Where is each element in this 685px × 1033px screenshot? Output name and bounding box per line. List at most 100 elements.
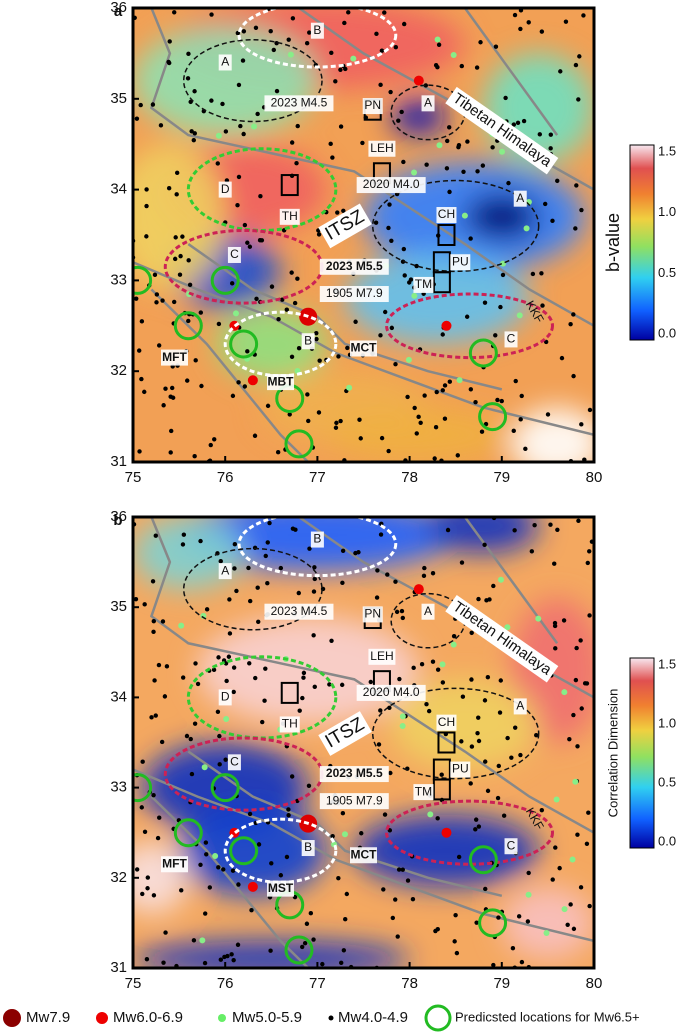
earthquake-dot: [422, 565, 427, 571]
earthquake-dot: [153, 713, 158, 718]
earthquake-dot: [387, 828, 393, 833]
earthquake-dot: [587, 903, 592, 909]
annotation: TM: [415, 277, 432, 291]
earthquake-dot: [216, 321, 222, 327]
earthquake-dot: [314, 336, 319, 342]
x-tick-label: 78: [401, 975, 418, 992]
earthquake-dot: [208, 442, 213, 448]
earthquake-dot: [203, 911, 208, 916]
earthquake-dot: [229, 952, 234, 957]
earthquake-dot: [150, 579, 156, 584]
earthquake-dot: [440, 680, 446, 685]
earthquake-dot: [236, 174, 242, 180]
earthquake-dot: [218, 559, 223, 564]
earthquake-dot: [402, 21, 407, 27]
earthquake-dot: [379, 435, 385, 441]
earthquake-dot: [423, 83, 429, 88]
earthquake-dot: [505, 735, 510, 741]
label-box: [362, 98, 383, 115]
earthquake-dot: [221, 867, 226, 872]
earthquake-dot: [343, 917, 348, 922]
earthquake-dot: [439, 772, 444, 777]
earthquake-dot: [289, 270, 294, 275]
annotation: B: [304, 333, 312, 347]
earthquake-dot: [476, 596, 481, 602]
earthquake-dot: [396, 867, 402, 872]
earthquake-dot: [198, 310, 204, 315]
earthquake-dot: [432, 456, 437, 461]
earthquake-dot: [178, 253, 183, 259]
earthquake-dot: [433, 425, 439, 430]
annotation: A: [424, 96, 432, 110]
y-tick-label: 33: [110, 271, 127, 288]
earthquake-dot: [412, 405, 417, 411]
earthquake-dot: [254, 296, 259, 302]
earthquake-dot-m5: [561, 906, 568, 913]
earthquake-dot: [346, 10, 351, 15]
earthquake-dot: [375, 568, 380, 573]
earthquake-dot: [226, 654, 232, 659]
predicted-location: [173, 818, 203, 848]
annotation: MCT: [351, 341, 378, 355]
earthquake-dot: [476, 715, 481, 720]
earthquake-dot: [511, 122, 517, 127]
annotation: B: [304, 840, 312, 854]
earthquake-dot: [139, 319, 145, 324]
earthquake-dot: [234, 588, 239, 594]
region-outline: [182, 547, 323, 631]
earthquake-dot: [336, 354, 341, 359]
earthquake-dot: [173, 235, 178, 240]
annotation: 1905 M7.9: [326, 793, 383, 807]
label-box: [319, 793, 389, 810]
earthquake-dot: [335, 210, 340, 215]
earthquake-dot: [312, 576, 317, 582]
earthquake-dot: [203, 840, 209, 845]
earthquake-dot-m5: [504, 624, 511, 631]
label-box: [445, 595, 559, 683]
earthquake-dot: [137, 449, 142, 454]
earthquake-dot: [424, 162, 429, 167]
earthquake-dot: [207, 885, 213, 890]
earthquake-dot: [171, 299, 177, 305]
earthquake-dot: [247, 661, 252, 666]
earthquake-dot: [386, 225, 391, 231]
earthquake-dot: [360, 140, 365, 146]
earthquake-dot: [483, 886, 488, 892]
label-box: [436, 207, 457, 224]
annotation: MFT: [162, 350, 187, 364]
region-outline: [223, 310, 338, 378]
earthquake-dot: [485, 674, 491, 680]
earthquake-dot: [305, 392, 310, 397]
earthquake-dot: [465, 139, 470, 144]
earthquake-dot: [530, 271, 536, 277]
label-box: [368, 648, 396, 665]
earthquake-dot: [330, 155, 335, 160]
colorbar-tick-label: 0.5: [658, 265, 676, 280]
earthquake-dot: [317, 358, 322, 363]
earthquake-dot: [446, 125, 452, 130]
annotation: PN: [364, 607, 381, 621]
earthquake-dot: [304, 921, 310, 926]
earthquake-dot: [469, 744, 475, 749]
earthquake-dot: [333, 79, 338, 84]
earthquake-dot: [229, 281, 235, 286]
earthquake-dot: [553, 646, 558, 651]
earthquake-dot: [568, 321, 573, 327]
x-tick-label: 76: [217, 975, 234, 992]
earthquake-dot: [493, 333, 498, 338]
earthquake-dot: [265, 581, 270, 586]
earthquake-dot: [235, 203, 240, 208]
earthquake-dot: [485, 788, 491, 794]
earthquake-dot: [149, 715, 154, 720]
earthquake-dot: [232, 541, 238, 547]
earthquake-dot-m5: [572, 778, 579, 785]
earthquake-dot: [142, 389, 147, 395]
earthquake-dot: [255, 585, 260, 590]
earthquake-dot: [336, 875, 341, 881]
label-box: [318, 711, 372, 756]
earthquake-dot: [262, 698, 267, 703]
earthquake-dot: [188, 736, 193, 742]
earthquake-dot: [304, 41, 310, 46]
earthquake-dot: [388, 89, 393, 95]
earthquake-dot-m5: [287, 51, 294, 58]
